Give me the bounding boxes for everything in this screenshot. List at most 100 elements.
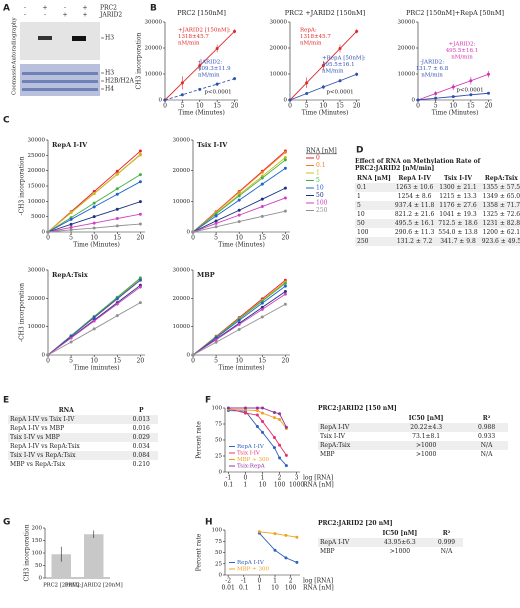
data-point <box>451 85 455 89</box>
table-cell: N/A <box>465 441 508 450</box>
data-point <box>486 72 490 76</box>
table-row: RepA I-IV vs Tsix I-IV 0.013 <box>8 415 158 424</box>
table-cell: 0.210 <box>132 461 150 468</box>
lane-mark: + <box>62 12 67 19</box>
data-point <box>237 198 241 202</box>
data-point <box>305 81 309 85</box>
band-label: H3 <box>105 70 114 77</box>
data-point <box>115 217 119 221</box>
x-axis-label: log [RNA] <box>303 578 333 585</box>
data-point <box>138 173 142 177</box>
x-tick-label: 5 <box>214 235 218 242</box>
data-point <box>233 77 237 81</box>
data-point <box>283 302 287 306</box>
data-point <box>260 170 264 174</box>
table-cell: 1300 ± 21.1 <box>436 183 480 192</box>
data-point <box>138 180 142 184</box>
y-tick-label: 0 <box>42 230 46 236</box>
y-tick-label: 0 <box>42 353 46 359</box>
table: IC50 [nM] R² RepA I-IV 43.95±6.3 0.999 MBP >10… <box>318 529 463 556</box>
data-point <box>278 443 282 447</box>
table-cell: 1231 ± 82.8 <box>479 219 520 228</box>
table-title: PRC2:JARID2 [20 nM] <box>318 520 393 527</box>
data-point <box>138 222 142 226</box>
data-point <box>283 196 287 200</box>
data-point <box>92 315 96 319</box>
table-cell: 0.029 <box>124 433 158 442</box>
header-cell <box>318 414 387 423</box>
x-tick-label: PRC2:JARID2 [20nM] <box>65 583 123 589</box>
x-tick-label: 20 <box>137 235 145 242</box>
y-tick-label: 20000 <box>28 296 46 302</box>
data-point <box>288 98 292 102</box>
x-tick-label: 10 <box>235 358 243 365</box>
band <box>72 36 86 41</box>
y-tick-label: 25 <box>215 561 222 567</box>
panel-label: E <box>3 396 9 406</box>
chart-title: PRC2 [150nM]+RepA [50nM] <box>406 9 504 17</box>
data-point <box>69 222 73 226</box>
table-row: MBP vs RepA:Tsix 0.210 <box>8 460 158 469</box>
header-cell: RNA [nM] <box>357 175 391 182</box>
y-tick-label: 0 <box>412 98 416 104</box>
x-tick-label: 15 <box>336 103 344 110</box>
chart-title: RepA I-IV <box>52 141 88 149</box>
data-point <box>115 314 119 318</box>
data-point <box>260 205 264 209</box>
data-point <box>283 284 287 288</box>
y-axis-label: Percent rate <box>196 533 203 571</box>
legend-label: 250 <box>316 207 328 214</box>
x-tick-label: 5 <box>69 235 73 242</box>
table-cell: RepA I-IV vs RepA:Tsix <box>10 443 80 450</box>
y-tick-label: 20000 <box>145 46 163 52</box>
data-point <box>69 217 73 221</box>
table-cell: >1000 <box>415 451 437 458</box>
data-point <box>283 209 287 213</box>
data-point <box>115 187 119 191</box>
panel-label: B <box>150 4 157 14</box>
data-point <box>283 281 287 285</box>
table: RNA P RepA I-IV vs Tsix I-IV 0.013 RepA I-IV… <box>8 406 158 469</box>
y-tick-label: 10000 <box>173 324 191 330</box>
data-point <box>355 72 359 76</box>
table-row: Tsix I-IV 73.1±8.1 0.933 <box>318 432 508 441</box>
data-point <box>273 548 277 552</box>
data-point <box>237 220 241 224</box>
legend-label: 0 <box>316 155 320 162</box>
x2-tick-label: 0.1 <box>224 482 234 489</box>
annotation: -JARID2: <box>420 60 444 66</box>
data-point <box>283 166 287 170</box>
annotation: nM/min <box>322 69 344 75</box>
table-title: PRC2:JARID2 [150 nM] <box>318 405 397 412</box>
panel-label: F <box>205 396 211 406</box>
data-point <box>255 409 259 413</box>
data-point <box>92 319 96 323</box>
data-point <box>272 435 276 439</box>
legend-label: 10 <box>316 185 324 192</box>
x-tick-label: 2 <box>278 475 282 482</box>
x-tick-label: 0 <box>46 235 50 242</box>
panel-label: A <box>3 4 10 14</box>
panel-label: G <box>3 518 10 528</box>
y-tick-label: 100 <box>212 528 223 534</box>
header-row: RNA P <box>8 406 158 415</box>
y-tick-label: 150 <box>32 538 43 544</box>
data-point <box>451 95 455 99</box>
data-point <box>237 190 241 194</box>
header-cell: R² <box>442 530 451 537</box>
y-axis-label: -CH3 incorporation <box>19 283 26 342</box>
table-cell: 73.1±8.1 <box>412 433 441 440</box>
lane-mark: - <box>64 5 66 12</box>
x-tick-label: 5 <box>69 358 73 365</box>
data-point <box>283 290 287 294</box>
table-cell: 1355 ± 57.5 <box>479 183 520 192</box>
table-cell: 5 <box>355 201 393 210</box>
annotation: p<0.0001 <box>204 90 231 96</box>
data-point <box>284 556 288 560</box>
data-point <box>69 336 73 340</box>
y-tick-label: 75 <box>215 539 222 545</box>
data-point <box>138 212 142 216</box>
x-axis-label: Time (minutes) <box>218 365 264 372</box>
